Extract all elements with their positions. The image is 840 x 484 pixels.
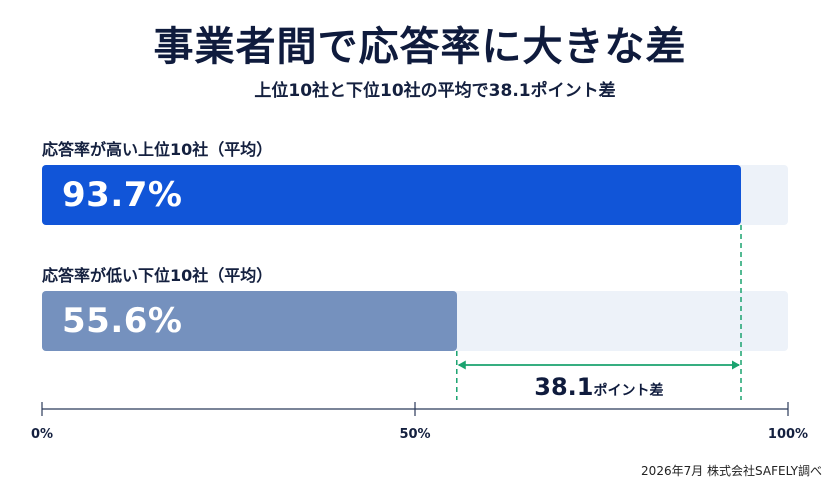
x-tick-label: 0% xyxy=(31,427,53,442)
bar-track-bottom: 55.6% xyxy=(42,291,788,351)
bar-bottom10-average xyxy=(42,291,457,351)
bar-value-label-bottom: 55.6% xyxy=(62,301,183,341)
category-label-top: 応答率が高い上位10社（平均） xyxy=(42,140,273,159)
bar-track-top: 93.7% xyxy=(42,165,788,225)
x-tick-label: 50% xyxy=(399,427,430,442)
difference-value: 38.1 xyxy=(534,373,594,401)
category-label-bottom: 応答率が低い下位10社（平均） xyxy=(42,266,273,285)
chart-subtitle: 上位10社と下位10社の平均で38.1ポイント差 xyxy=(254,81,616,101)
bar-value-label-top: 93.7% xyxy=(62,175,183,215)
chart-title: 事業者間で応答率に大きな差 xyxy=(153,24,687,70)
x-tick-label: 100% xyxy=(768,427,808,442)
arrowhead-right xyxy=(732,360,741,370)
bar-top10-average xyxy=(42,165,741,225)
arrowhead-left xyxy=(457,360,466,370)
source-note: 2026年7月 株式会社SAFELY調べ xyxy=(641,464,822,478)
difference-unit: ポイント差 xyxy=(593,383,664,399)
difference-annotation: 38.1ポイント差 xyxy=(457,372,741,402)
